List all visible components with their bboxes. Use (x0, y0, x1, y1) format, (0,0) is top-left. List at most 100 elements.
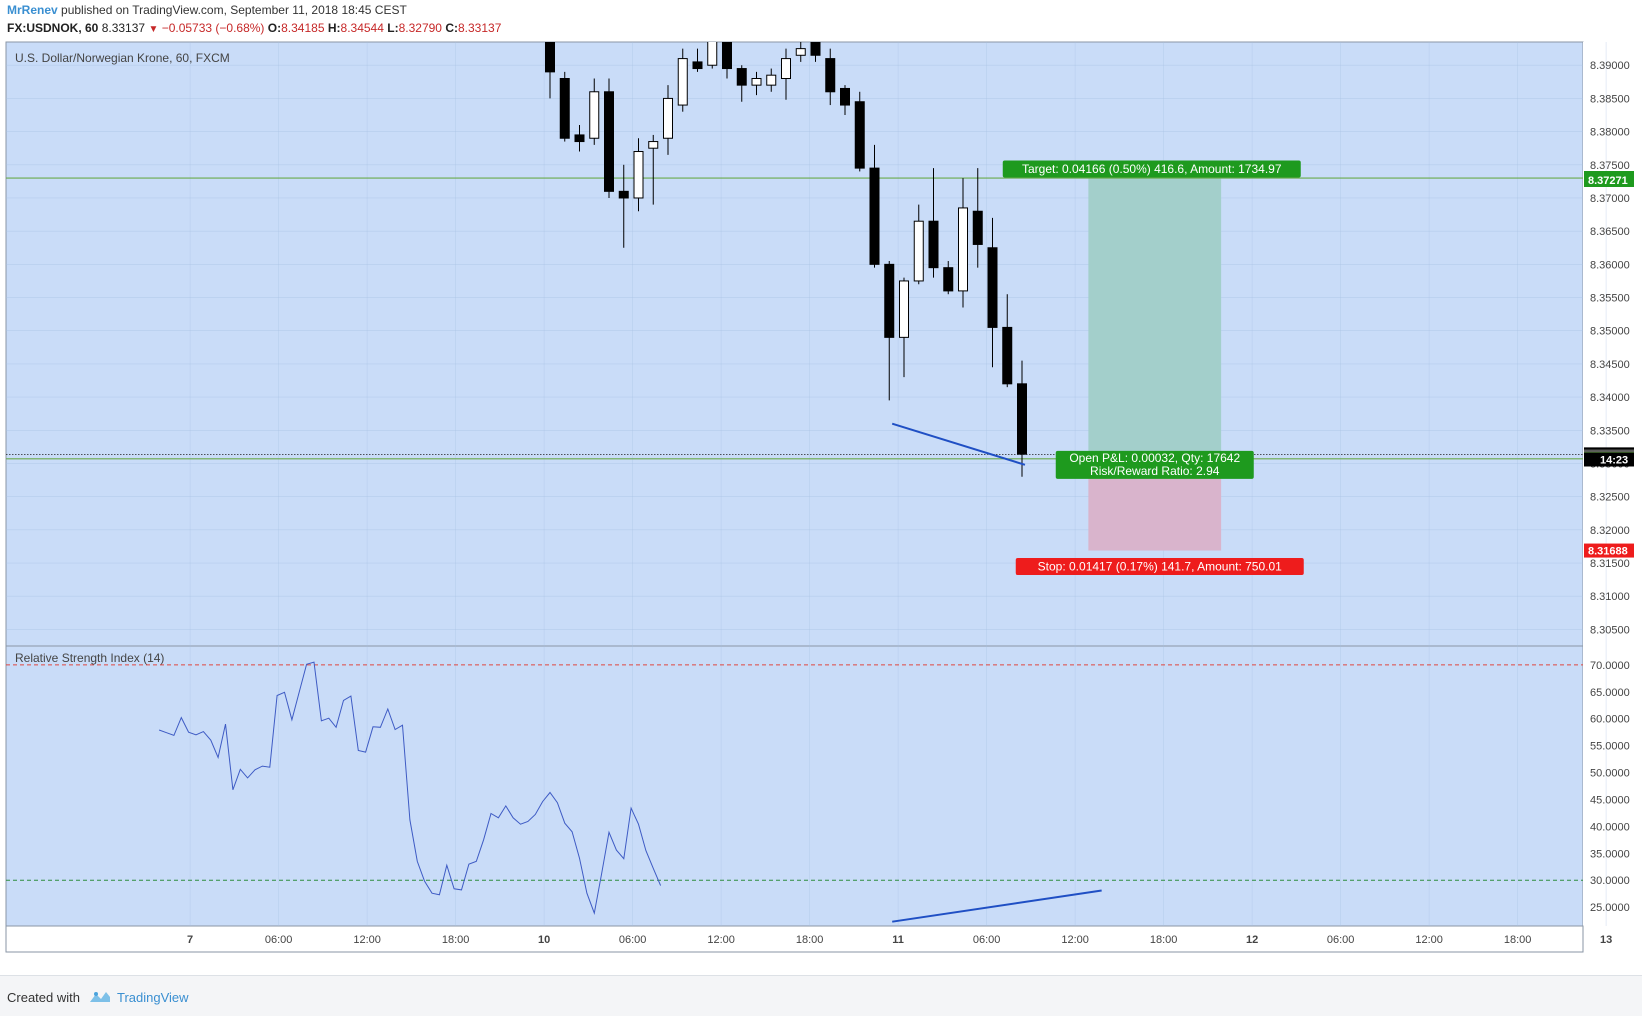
close-value: 8.33137 (458, 21, 502, 35)
low-label: L: (387, 21, 399, 35)
tradingview-logo-icon (90, 992, 110, 1002)
candle (633, 138, 644, 212)
candles (545, 42, 1027, 477)
candle (928, 168, 939, 278)
target-label-text: Target: 0.04166 (0.50%) 416.6, Amount: 1… (1022, 162, 1282, 176)
rsi-tick-label: 35.0000 (1590, 848, 1630, 860)
candle-body (633, 151, 644, 199)
candle-body (589, 91, 600, 139)
candle-body (766, 74, 777, 86)
close-label: C: (445, 21, 458, 35)
pnl-label: Open P&L: 0.00032, Qty: 17642Risk/Reward… (1055, 450, 1254, 479)
candle-body (707, 42, 718, 66)
candle-body (869, 167, 880, 265)
rsi-axis: 25.0000 30.0000 35.0000 40.0000 45.0000 50.00… (1590, 660, 1630, 914)
time-tick-label: 18:00 (442, 934, 470, 946)
candle (884, 261, 895, 401)
candle (913, 204, 924, 285)
price-badge-box (1584, 172, 1634, 187)
last-price: 8.33137 (101, 21, 146, 35)
pnl-label-box (1055, 450, 1254, 479)
time-tick-label: 10 (538, 934, 550, 946)
countdown-badge: 14:23 (1584, 452, 1634, 467)
rsi-series (6, 661, 1583, 915)
candle-body (618, 190, 629, 199)
price-tick-label: 8.38500 (1590, 93, 1630, 105)
candle (972, 168, 983, 268)
candle (1002, 294, 1013, 388)
target-zone (1088, 177, 1222, 459)
candle-body (899, 280, 909, 338)
time-tick-label: 12:00 (1415, 934, 1443, 946)
candle-body (648, 141, 659, 149)
price-tick-label: 8.35000 (1590, 326, 1630, 338)
candle-body (958, 207, 968, 292)
candle (810, 42, 821, 62)
price-pane-bg[interactable] (5, 41, 1584, 647)
author-link[interactable]: MrRenev (7, 3, 58, 17)
time-tick-label: 18:00 (1150, 934, 1178, 946)
price-tick-label: 8.37000 (1590, 193, 1630, 205)
price-badge-text: 8.31688 (1588, 546, 1628, 558)
rsi-tick-label: 45.0000 (1590, 794, 1630, 806)
time-axis: 7 06:00 12:00 18:00 10 06:00 12:00 18:00 11 06:00… (187, 934, 1612, 946)
candle-body (545, 42, 555, 73)
candle-body (943, 267, 954, 292)
candle (854, 91, 865, 172)
countdown-text: 14:23 (1600, 454, 1628, 466)
price-tick-label: 8.36500 (1590, 226, 1630, 238)
rsi-tick-label: 25.0000 (1590, 902, 1630, 914)
price-badge-box (1584, 543, 1634, 558)
candle (604, 78, 614, 198)
target-label-box (1002, 160, 1301, 178)
candle (707, 42, 718, 69)
candle-body (810, 42, 821, 56)
candle (692, 48, 703, 72)
candle-body (736, 68, 747, 86)
tradingview-brand-link[interactable]: TradingView (117, 990, 189, 1005)
price-tick-label: 8.32000 (1590, 525, 1630, 537)
price-axis-bg[interactable] (1583, 42, 1641, 926)
time-axis-bg[interactable] (5, 925, 1584, 953)
stop-label-box (1015, 558, 1304, 576)
candle-body (795, 48, 806, 56)
position-zones (1088, 177, 1222, 551)
candle-body (692, 61, 703, 70)
rsi-pane-bg[interactable] (5, 645, 1584, 927)
price-pane-title: U.S. Dollar/Norwegian Krone, 60, FXCM (15, 51, 230, 65)
rsi-tick-label: 60.0000 (1590, 714, 1630, 726)
time-tick-label: 12:00 (707, 934, 735, 946)
price-tick-label: 8.30500 (1590, 624, 1630, 636)
price-axis: 8.305008.310008.315008.320008.325008.330… (1584, 60, 1634, 636)
candle-body (677, 58, 688, 106)
candle (840, 85, 850, 116)
price-tick-label: 8.34500 (1590, 359, 1630, 371)
candle-body (1017, 383, 1027, 455)
rsi-tick-label: 55.0000 (1590, 741, 1630, 753)
time-tick-label: 12:00 (353, 934, 381, 946)
time-tick-label: 06:00 (973, 934, 1001, 946)
target-label: Target: 0.04166 (0.50%) 416.6, Amount: 1… (1002, 160, 1301, 178)
published-text: published on TradingView.com, September … (61, 3, 407, 17)
candle (869, 144, 880, 268)
open-value: 8.34185 (281, 21, 325, 35)
time-tick-label: 12 (1246, 934, 1258, 946)
price-tick-label: 8.32500 (1590, 492, 1630, 504)
candle (943, 261, 954, 295)
candle (574, 124, 585, 152)
candle (677, 48, 688, 112)
candle-body (825, 58, 836, 93)
candle-body (840, 87, 850, 106)
candle-body (972, 210, 983, 245)
symbol-info: FX:USDNOK, 60 8.33137 ▼ −0.05733 (−0.68%… (7, 21, 501, 35)
trendlines[interactable] (891, 422, 1102, 923)
price-tick-label: 8.34000 (1590, 392, 1630, 404)
time-tick-label: 18:00 (1504, 934, 1532, 946)
chart-area[interactable]: Target: 0.04166 (0.50%) 416.6, Amount: 1… (0, 40, 1642, 975)
time-tick-label: 06:00 (619, 934, 647, 946)
candle-body (928, 220, 939, 269)
price-tick-label: 8.36000 (1590, 259, 1630, 271)
grid (6, 42, 1607, 926)
time-tick-label: 06:00 (1327, 934, 1355, 946)
candle (751, 71, 762, 96)
